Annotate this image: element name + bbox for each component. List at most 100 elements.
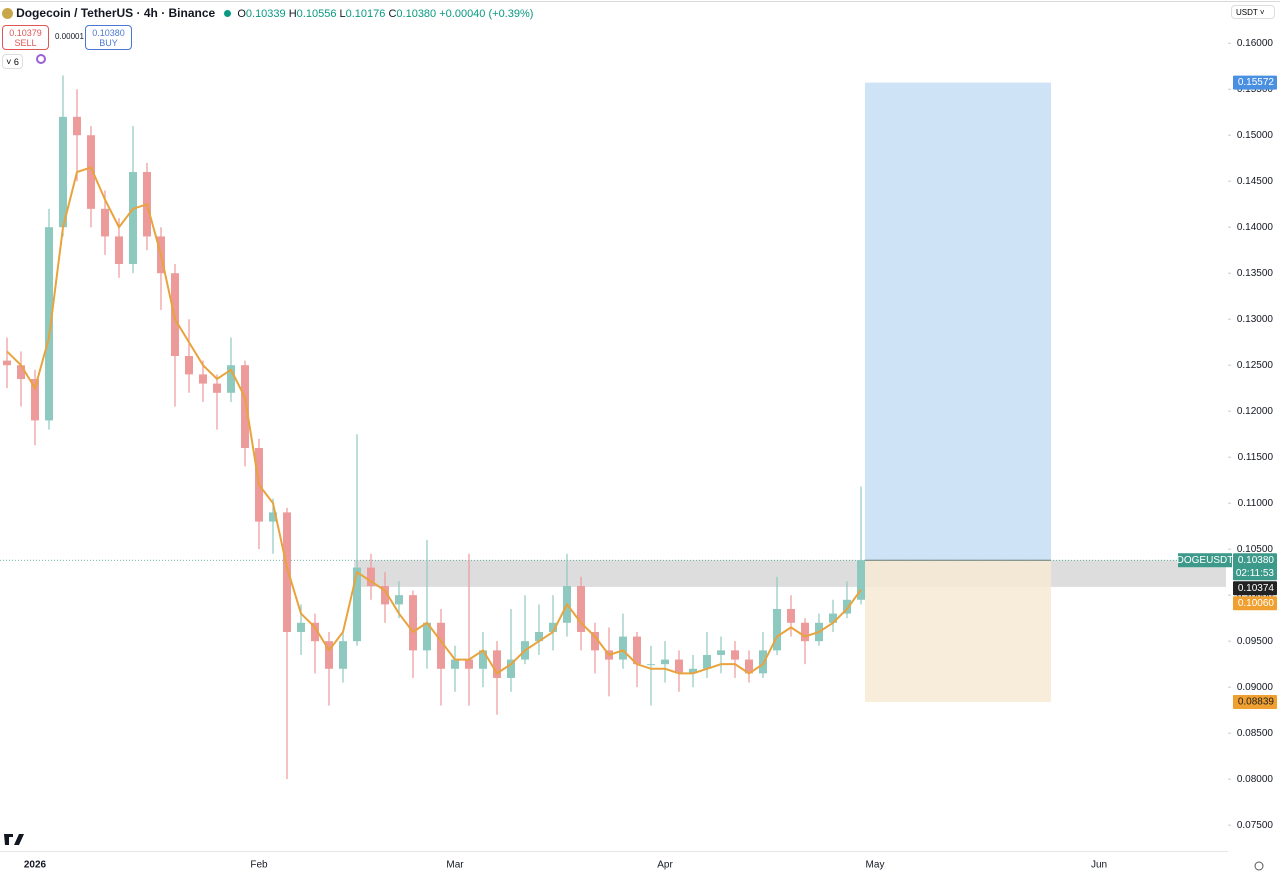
candle-body bbox=[479, 650, 487, 669]
price-tag-label: 0.15572 bbox=[1238, 77, 1275, 88]
ohlc-c: C0.10380 bbox=[388, 8, 437, 20]
indicators-toggle[interactable]: ˅ 6 bbox=[2, 54, 23, 69]
y-tick-label: 0.08500 bbox=[1237, 728, 1274, 739]
candle-body bbox=[395, 595, 403, 605]
candle-body bbox=[59, 116, 67, 228]
candle-body bbox=[381, 585, 389, 605]
candle-body bbox=[647, 664, 655, 666]
y-tick-label: 0.14500 bbox=[1237, 176, 1274, 187]
candle-body bbox=[241, 365, 249, 448]
candle-body bbox=[227, 365, 235, 393]
price-tag-label: 0.10374 bbox=[1238, 583, 1275, 594]
price-tag-label: 0.08839 bbox=[1238, 697, 1275, 708]
coin-icon bbox=[2, 8, 13, 19]
ohlc-o: O0.10339 bbox=[237, 8, 286, 20]
ohlc-h: H0.10556 bbox=[288, 8, 337, 20]
candle-body bbox=[675, 659, 683, 674]
change: +0.00040 (+0.39%) bbox=[439, 8, 534, 20]
candle-body bbox=[115, 236, 123, 265]
candle-body bbox=[465, 659, 473, 669]
candle-body bbox=[773, 608, 781, 651]
candle-body bbox=[759, 650, 767, 674]
y-tick-label: 0.09500 bbox=[1237, 636, 1274, 647]
sell-price: 0.10379 bbox=[9, 28, 42, 38]
candle-body bbox=[661, 659, 669, 665]
ohlc-l: L0.10176 bbox=[339, 8, 386, 20]
candle-body bbox=[423, 622, 431, 651]
sell-label: SELL bbox=[14, 38, 37, 48]
zone bbox=[354, 560, 1226, 587]
y-tick-label: 0.07500 bbox=[1237, 820, 1274, 831]
spread: 0.00001 bbox=[55, 32, 84, 41]
sync-icon[interactable] bbox=[36, 54, 46, 64]
x-tick-label: Apr bbox=[657, 860, 673, 871]
currency-select[interactable]: USDT ˅ bbox=[1231, 5, 1275, 19]
candle-body bbox=[353, 567, 361, 642]
y-tick-label: 0.11000 bbox=[1238, 498, 1274, 509]
candle-body bbox=[549, 622, 557, 632]
y-tick-label: 0.10500 bbox=[1237, 544, 1274, 555]
y-tick-label: 0.12000 bbox=[1237, 406, 1274, 417]
tv-logo bbox=[4, 834, 24, 845]
candle-body bbox=[801, 622, 809, 642]
candle-body bbox=[367, 567, 375, 586]
candle-body bbox=[689, 668, 697, 674]
candle-body bbox=[493, 650, 501, 678]
x-tick-label: Feb bbox=[250, 860, 268, 871]
price-axis: 0.07500 0.08000 0.08500 0.09000 0.09500 0.100… bbox=[1177, 38, 1277, 831]
candle-body bbox=[129, 172, 137, 265]
price-tag-label: 0.10380 bbox=[1238, 555, 1275, 566]
candle-body bbox=[73, 116, 81, 136]
candle-body bbox=[857, 560, 865, 600]
y-tick-label: 0.13500 bbox=[1237, 268, 1274, 279]
candle-body bbox=[787, 608, 795, 623]
candle-body bbox=[507, 659, 515, 678]
y-tick-label: 0.12500 bbox=[1237, 360, 1274, 371]
price-tag bbox=[1233, 75, 1277, 90]
price-timer: 02:11:53 bbox=[1236, 568, 1275, 579]
candle-body bbox=[311, 622, 319, 642]
y-tick-label: 0.13000 bbox=[1237, 314, 1274, 325]
candle-body bbox=[591, 631, 599, 651]
candle-body bbox=[437, 622, 445, 669]
buy-button[interactable]: 0.10380 BUY bbox=[85, 25, 132, 50]
y-tick-label: 0.14000 bbox=[1237, 222, 1274, 233]
status-dot bbox=[224, 10, 232, 17]
x-tick-label: Jun bbox=[1091, 860, 1107, 871]
position-stop bbox=[865, 560, 1051, 702]
candle-body bbox=[101, 208, 109, 237]
candle-body bbox=[717, 650, 725, 655]
candle-body bbox=[535, 631, 543, 642]
y-tick-label: 0.09000 bbox=[1237, 682, 1274, 693]
symbol-tag-label: DOGEUSDT bbox=[1177, 555, 1234, 566]
moving-average bbox=[6, 166, 862, 675]
candle-body bbox=[87, 135, 95, 209]
candle-body bbox=[619, 636, 627, 660]
candle-body bbox=[409, 595, 417, 651]
candle-body bbox=[633, 636, 641, 665]
candle-body bbox=[339, 641, 347, 669]
sell-button[interactable]: 0.10379 SELL bbox=[2, 25, 49, 50]
indicator-count: 6 bbox=[13, 57, 19, 67]
candle-body bbox=[703, 654, 711, 669]
price-tag bbox=[1233, 553, 1277, 581]
symbol: Dogecoin / TetherUS · 4h · Binance bbox=[16, 6, 216, 20]
candle-body bbox=[731, 650, 739, 660]
plot: 2026 Feb Mar Apr May Jun bbox=[0, 75, 1226, 871]
candle-body bbox=[829, 613, 837, 623]
price-tag-label: 0.10060 bbox=[1238, 598, 1275, 609]
price-tag bbox=[1233, 581, 1277, 596]
symbol-tag bbox=[1178, 553, 1232, 568]
y-tick-label: 0.10000 bbox=[1237, 590, 1274, 601]
candle-body bbox=[451, 659, 459, 669]
candle-body bbox=[17, 365, 25, 380]
y-tick-label: 0.15000 bbox=[1237, 130, 1274, 141]
settings-icon[interactable] bbox=[1254, 861, 1264, 871]
price-tag bbox=[1233, 694, 1277, 709]
x-tick-label: 2026 bbox=[24, 860, 47, 871]
candle-body bbox=[843, 599, 851, 614]
candle-body bbox=[745, 659, 753, 674]
buy-price: 0.10380 bbox=[92, 28, 125, 38]
x-tick-label: May bbox=[866, 860, 885, 871]
